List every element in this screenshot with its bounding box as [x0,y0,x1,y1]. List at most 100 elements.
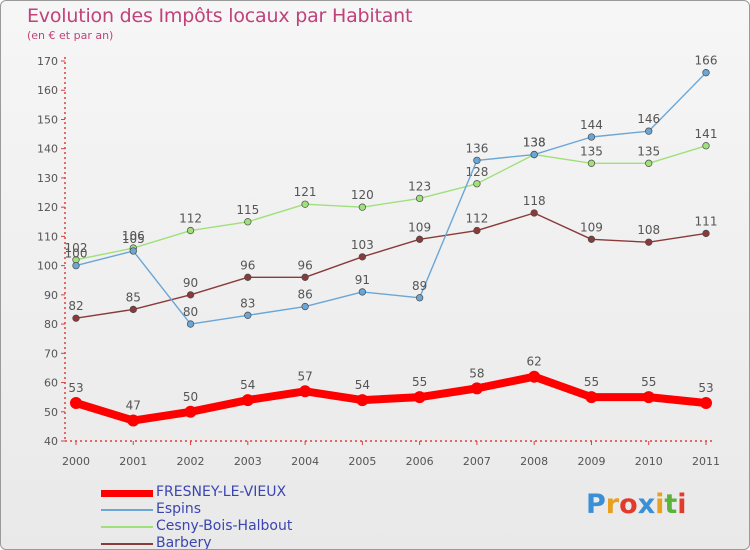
y-tick-label: 90 [44,289,58,302]
series-line-2 [75,145,707,261]
data-label: 100 [65,247,88,261]
data-label: 54 [240,378,255,392]
data-point [470,382,483,395]
data-label: 90 [183,276,198,290]
x-tick-label: 2000 [62,455,90,468]
legend-label: FRESNEY-LE-VIEUX [156,484,287,500]
data-point [301,302,309,311]
data-label: 54 [355,378,370,392]
data-point [530,150,538,159]
data-point [184,405,197,418]
y-tick-label: 170 [37,55,58,68]
data-label: 120 [351,188,374,202]
y-tick-label: 60 [44,377,58,390]
data-label: 121 [294,185,317,199]
data-point [241,394,254,407]
y-tick-label: 110 [37,230,58,243]
x-tick-label: 2006 [406,455,434,468]
data-label: 112 [465,212,488,226]
y-tick-label: 150 [37,113,58,126]
x-tick-label: 2002 [177,455,205,468]
logo-letter: x [637,489,656,520]
data-point [72,314,80,322]
x-tick-label: 2003 [234,455,262,468]
y-tick-label: 140 [37,143,58,156]
legend-label: Espins [156,501,202,517]
data-label: 89 [412,279,427,293]
data-label: 109 [408,220,431,234]
data-label: 102 [65,241,88,255]
data-label: 106 [122,229,145,243]
data-point [700,397,712,409]
data-label: 83 [240,296,255,310]
data-label: 50 [183,390,198,404]
data-point [358,288,367,296]
data-label: 55 [584,375,599,389]
data-label: 96 [240,258,255,272]
y-tick-label: 40 [44,435,58,448]
data-point [244,218,252,226]
data-label: 105 [122,232,145,246]
data-point [585,391,598,404]
data-point [415,294,424,302]
legend-swatch [101,489,153,497]
x-tick-label: 2007 [463,455,491,468]
data-label: 111 [695,214,718,228]
data-point [645,238,653,246]
data-label: 108 [637,223,660,237]
data-label: 166 [695,54,718,68]
data-label: 55 [641,375,656,389]
y-tick-label: 100 [37,260,58,273]
logo-letter: r [605,489,620,520]
series-line-0 [72,372,710,425]
x-tick-label: 2001 [119,455,147,468]
data-label: 91 [355,273,370,287]
data-label: 115 [236,203,259,217]
legend-label: Barbery [156,535,212,550]
data-point [301,273,309,281]
x-tick-label: 2010 [635,455,663,468]
data-point [587,133,596,141]
legend-swatch [101,509,153,511]
proxiti-logo: Proxiti [586,489,687,520]
data-point [358,203,367,211]
data-point [413,391,426,404]
data-label: 144 [580,118,603,132]
logo-letter: t [664,489,678,520]
data-point [702,229,710,238]
data-label: 47 [126,399,141,413]
data-point [299,385,312,398]
data-label: 146 [637,112,660,126]
logo-letter: P [586,489,606,520]
data-label: 58 [469,366,484,380]
x-tick-label: 2011 [692,455,720,468]
data-point [473,156,481,165]
data-point [244,273,252,281]
data-point [358,253,367,261]
data-point [587,159,596,167]
data-point [244,311,252,319]
logo-letter: i [677,489,687,520]
data-point [415,235,424,243]
data-label: 109 [580,220,603,234]
data-label: 128 [465,165,488,179]
data-point [127,414,140,427]
data-label: 62 [527,355,542,369]
y-tick-label: 70 [44,347,58,360]
data-label: 80 [183,305,198,319]
data-label: 141 [695,127,718,141]
data-label: 118 [523,194,546,208]
y-tick-label: 120 [37,201,58,214]
chart-subtitle: (en € et par an) [27,29,114,42]
data-label: 103 [351,238,374,252]
x-tick-label: 2005 [348,455,376,468]
data-point [186,291,195,299]
data-label: 112 [179,212,202,226]
data-label: 136 [465,141,488,155]
data-point [186,226,195,235]
series-line-1 [75,71,707,325]
data-point [530,209,538,217]
x-tick-label: 2009 [577,455,605,468]
